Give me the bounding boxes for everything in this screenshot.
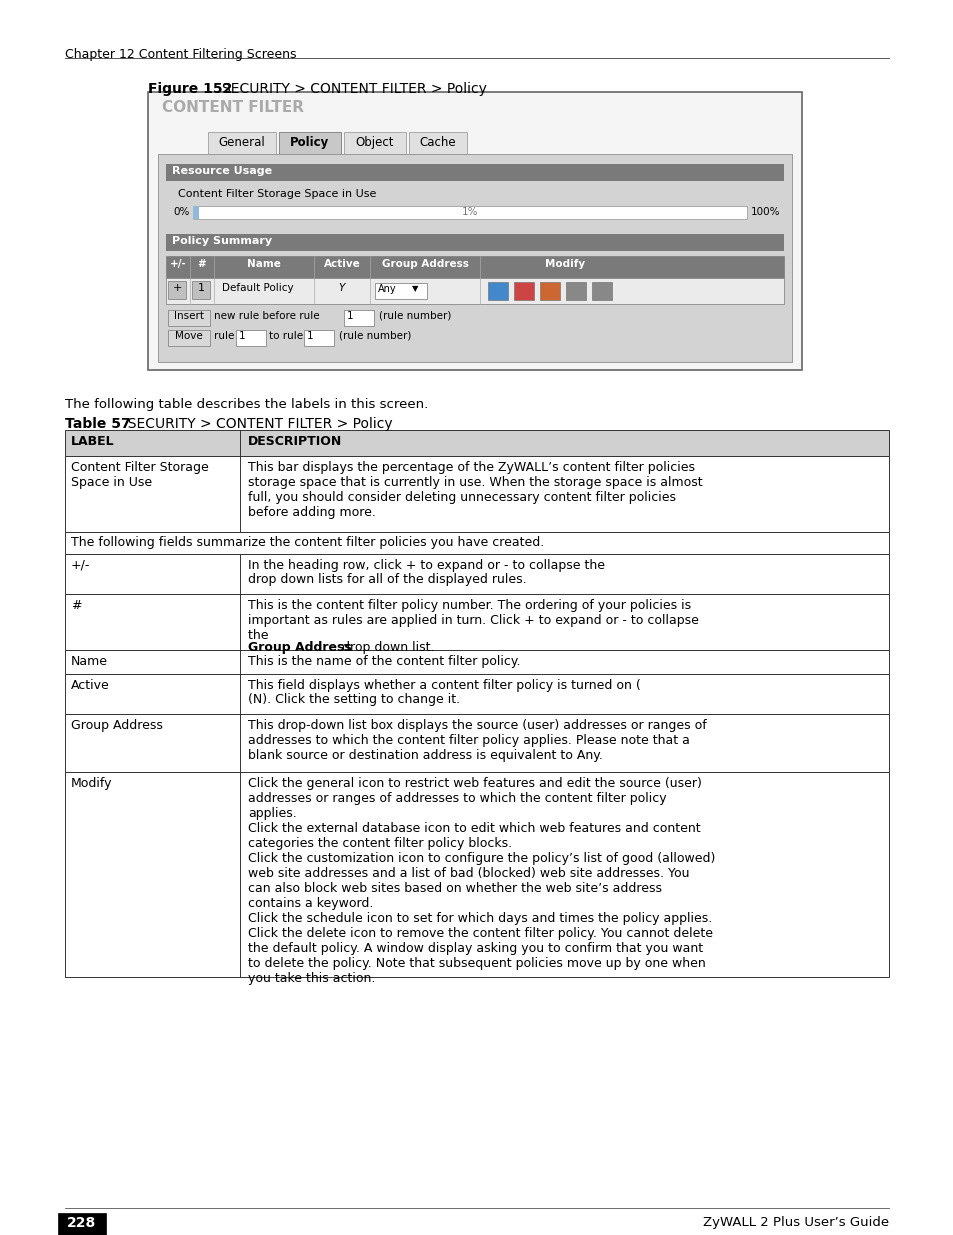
Text: This is the content filter policy number. The ordering of your policies is
impor: This is the content filter policy number… — [248, 599, 699, 642]
Bar — [166, 164, 783, 182]
Text: ZyWALL 2 Plus User’s Guide: ZyWALL 2 Plus User’s Guide — [702, 1216, 888, 1229]
Text: General: General — [218, 136, 265, 149]
Bar — [304, 330, 334, 346]
Bar — [65, 714, 888, 772]
Text: 1: 1 — [239, 331, 245, 341]
Bar — [193, 206, 199, 219]
Bar — [166, 278, 783, 304]
Text: Figure 152: Figure 152 — [148, 82, 233, 96]
Bar — [592, 282, 612, 300]
Text: Group Address: Group Address — [248, 641, 352, 655]
Text: (rule number): (rule number) — [338, 331, 411, 341]
Text: DESCRIPTION: DESCRIPTION — [248, 435, 342, 448]
Text: Group Address: Group Address — [71, 719, 163, 732]
Bar — [65, 650, 888, 674]
Text: Resource Usage: Resource Usage — [172, 165, 272, 177]
Bar — [375, 283, 427, 299]
Text: Default Policy: Default Policy — [222, 283, 294, 293]
Text: This field displays whether a content filter policy is turned on (: This field displays whether a content fi… — [248, 679, 640, 692]
Text: 100%: 100% — [750, 207, 780, 217]
Text: Policy: Policy — [290, 136, 330, 149]
Text: +/-: +/- — [71, 559, 91, 572]
Bar — [58, 1213, 106, 1235]
Text: 228: 228 — [68, 1216, 96, 1230]
Text: 1: 1 — [197, 283, 204, 293]
Bar — [208, 132, 275, 154]
Text: This bar displays the percentage of the ZyWALL’s content filter policies
storage: This bar displays the percentage of the … — [248, 461, 702, 519]
Text: to rule: to rule — [269, 331, 303, 341]
Text: #: # — [71, 599, 81, 613]
Text: rule: rule — [213, 331, 234, 341]
Text: drop down list.: drop down list. — [337, 641, 434, 655]
Text: Object: Object — [355, 136, 394, 149]
Text: #: # — [197, 259, 206, 269]
Text: Modify: Modify — [71, 777, 112, 790]
Text: In the heading row, click + to expand or - to collapse the: In the heading row, click + to expand or… — [248, 559, 608, 572]
Bar — [65, 456, 888, 532]
Bar — [344, 132, 406, 154]
Bar — [193, 206, 746, 219]
Bar — [344, 310, 374, 326]
Text: Content Filter Storage
Space in Use: Content Filter Storage Space in Use — [71, 461, 209, 489]
Text: The following table describes the labels in this screen.: The following table describes the labels… — [65, 398, 428, 411]
Text: (N). Click the setting to change it.: (N). Click the setting to change it. — [248, 693, 459, 706]
Text: Chapter 12 Content Filtering Screens: Chapter 12 Content Filtering Screens — [65, 48, 296, 61]
Bar — [235, 330, 266, 346]
Text: Name: Name — [247, 259, 280, 269]
Text: +/-: +/- — [170, 259, 186, 269]
Bar — [168, 310, 210, 326]
Text: The following fields summarize the content filter policies you have created.: The following fields summarize the conte… — [71, 536, 543, 550]
Text: Active: Active — [71, 679, 110, 692]
Text: This is the name of the content filter policy.: This is the name of the content filter p… — [248, 655, 520, 668]
Text: new rule before rule: new rule before rule — [213, 311, 319, 321]
Text: LABEL: LABEL — [71, 435, 114, 448]
Text: 1%: 1% — [461, 207, 477, 217]
Bar — [65, 555, 888, 594]
Bar — [158, 154, 791, 362]
Bar — [192, 282, 210, 299]
Text: CONTENT FILTER: CONTENT FILTER — [162, 100, 304, 115]
Text: drop down lists for all of the displayed rules.: drop down lists for all of the displayed… — [248, 573, 526, 585]
Bar — [168, 282, 186, 299]
Text: Table 57: Table 57 — [65, 417, 131, 431]
Text: 0%: 0% — [172, 207, 190, 217]
Bar — [148, 91, 801, 370]
Bar — [65, 430, 888, 456]
Text: Click the general icon to restrict web features and edit the source (user)
addre: Click the general icon to restrict web f… — [248, 777, 715, 986]
Text: Policy Summary: Policy Summary — [172, 236, 272, 246]
Bar — [565, 282, 585, 300]
Bar — [166, 256, 783, 278]
Bar — [514, 282, 534, 300]
Text: 1: 1 — [307, 331, 314, 341]
Text: Content Filter Storage Space in Use: Content Filter Storage Space in Use — [178, 189, 376, 199]
Text: This drop-down list box displays the source (user) addresses or ranges of
addres: This drop-down list box displays the sou… — [248, 719, 706, 762]
Bar — [539, 282, 559, 300]
Text: Name: Name — [71, 655, 108, 668]
Text: Active: Active — [323, 259, 360, 269]
Text: Y: Y — [338, 283, 345, 293]
Text: SECURITY > CONTENT FILTER > Policy: SECURITY > CONTENT FILTER > Policy — [119, 417, 393, 431]
Text: Any: Any — [377, 284, 396, 294]
Text: Move: Move — [175, 331, 203, 341]
Text: (rule number): (rule number) — [378, 311, 451, 321]
Bar — [65, 532, 888, 555]
Bar — [168, 330, 210, 346]
Bar — [488, 282, 507, 300]
Bar — [65, 594, 888, 650]
Bar — [278, 132, 340, 154]
Bar — [409, 132, 467, 154]
Text: Modify: Modify — [544, 259, 584, 269]
Text: SECURITY > CONTENT FILTER > Policy: SECURITY > CONTENT FILTER > Policy — [222, 82, 486, 96]
Bar — [65, 674, 888, 714]
Text: 1: 1 — [347, 311, 354, 321]
Text: +: + — [172, 283, 181, 293]
Text: ▼: ▼ — [412, 284, 418, 293]
Text: Group Address: Group Address — [381, 259, 468, 269]
Text: Insert: Insert — [173, 311, 204, 321]
Bar — [166, 233, 783, 251]
Text: Cache: Cache — [419, 136, 456, 149]
Bar — [65, 772, 888, 977]
